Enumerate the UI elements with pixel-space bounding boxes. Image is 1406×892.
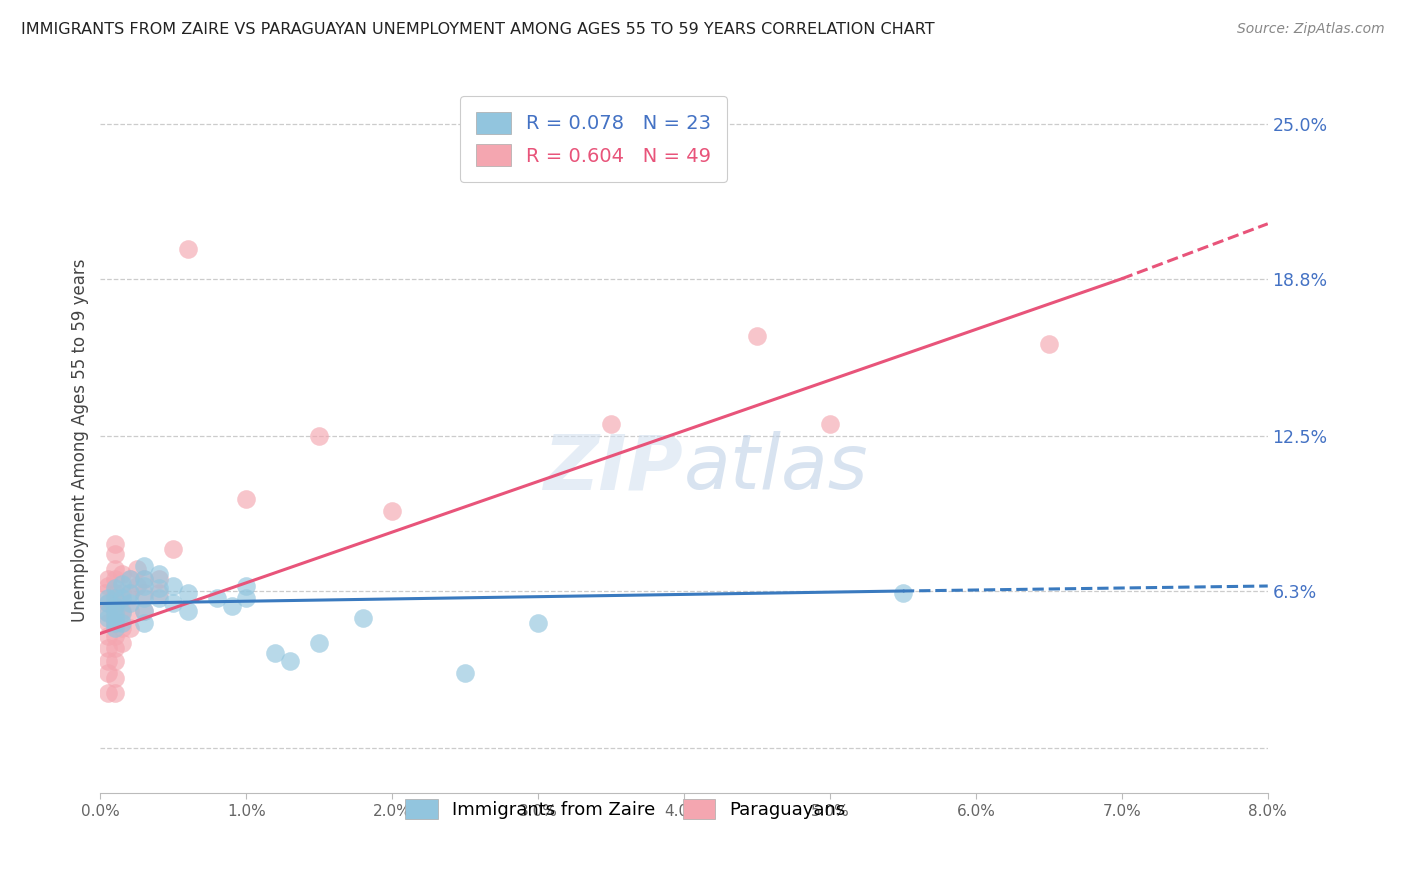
Point [134, 572, 156, 586]
Text: IMMIGRANTS FROM ZAIRE VS PARAGUAYAN UNEMPLOYMENT AMONG AGES 55 TO 59 YEARS CORRE: IMMIGRANTS FROM ZAIRE VS PARAGUAYAN UNEM… [21, 22, 935, 37]
Point [104, 536, 127, 550]
Point [97, 616, 120, 631]
Point [235, 591, 257, 606]
Point [125, 579, 148, 593]
Point [148, 586, 170, 600]
Point [104, 672, 127, 686]
Point [104, 597, 127, 611]
Point [134, 579, 156, 593]
Point [162, 541, 184, 556]
Point [352, 611, 374, 625]
Point [148, 566, 170, 581]
Point [111, 636, 134, 650]
Point [97, 579, 120, 593]
Point [381, 504, 404, 518]
Point [162, 597, 184, 611]
Y-axis label: Unemployment Among Ages 55 to 59 years: Unemployment Among Ages 55 to 59 years [72, 258, 89, 622]
Point [264, 647, 287, 661]
Point [111, 604, 134, 618]
Point [1038, 336, 1060, 351]
Point [111, 591, 134, 606]
Point [97, 666, 120, 681]
Text: ZIP: ZIP [544, 431, 685, 505]
Point [205, 591, 228, 606]
Point [235, 579, 257, 593]
Point [221, 599, 243, 613]
Point [97, 607, 120, 621]
Point [162, 579, 184, 593]
Point [97, 686, 120, 700]
Point [118, 572, 141, 586]
Point [93, 586, 115, 600]
Point [745, 329, 768, 343]
Point [148, 591, 170, 606]
Point [97, 572, 120, 586]
Point [177, 586, 200, 600]
Point [118, 604, 141, 618]
Point [104, 591, 127, 606]
Point [118, 586, 141, 600]
Point [104, 547, 127, 561]
Point [97, 654, 120, 668]
Point [125, 561, 148, 575]
Point [134, 604, 156, 618]
Point [818, 417, 841, 431]
Point [118, 586, 141, 600]
Legend: Immigrants from Zaire, Paraguayans: Immigrants from Zaire, Paraguayans [391, 784, 860, 834]
Point [104, 622, 127, 636]
Point [134, 591, 156, 606]
Point [97, 611, 120, 625]
Point [527, 616, 550, 631]
Point [177, 604, 200, 618]
Point [97, 591, 120, 606]
Point [308, 429, 330, 443]
Point [97, 597, 120, 611]
Point [134, 559, 156, 574]
Point [111, 607, 134, 621]
Point [104, 616, 127, 631]
Point [111, 586, 134, 600]
Point [454, 666, 477, 681]
Point [118, 572, 141, 586]
Point [104, 599, 127, 613]
Point [134, 572, 156, 586]
Point [104, 611, 127, 625]
Point [104, 586, 127, 600]
Point [104, 686, 127, 700]
Point [134, 616, 156, 631]
Point [104, 561, 127, 575]
Point [93, 604, 115, 618]
Point [104, 582, 127, 596]
Point [134, 586, 156, 600]
Point [104, 607, 127, 621]
Point [177, 242, 200, 256]
Point [97, 629, 120, 643]
Point [104, 641, 127, 656]
Text: Source: ZipAtlas.com: Source: ZipAtlas.com [1237, 22, 1385, 37]
Point [104, 654, 127, 668]
Point [104, 572, 127, 586]
Point [118, 622, 141, 636]
Point [111, 576, 134, 591]
Point [97, 597, 120, 611]
Point [111, 616, 134, 631]
Point [97, 641, 120, 656]
Point [118, 597, 141, 611]
Point [891, 586, 914, 600]
Point [104, 604, 127, 618]
Point [104, 616, 127, 631]
Point [308, 636, 330, 650]
Point [134, 604, 156, 618]
Point [148, 582, 170, 596]
Point [600, 417, 623, 431]
Text: atlas: atlas [685, 431, 869, 505]
Point [278, 654, 301, 668]
Point [104, 629, 127, 643]
Point [235, 491, 257, 506]
Point [111, 622, 134, 636]
Point [111, 566, 134, 581]
Point [148, 572, 170, 586]
